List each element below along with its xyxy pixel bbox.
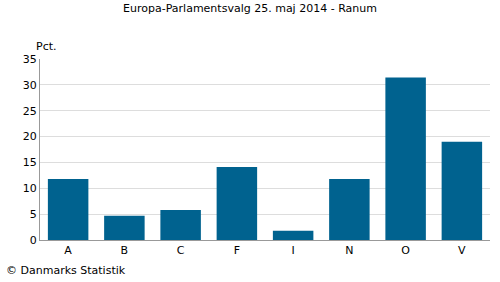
svg-text:25: 25 xyxy=(23,105,37,118)
svg-text:© Danmarks Statistik: © Danmarks Statistik xyxy=(6,264,126,277)
svg-text:I: I xyxy=(292,244,295,257)
svg-text:A: A xyxy=(64,244,72,257)
svg-text:5: 5 xyxy=(30,208,37,221)
svg-text:Pct.: Pct. xyxy=(36,40,57,53)
svg-text:30: 30 xyxy=(23,79,37,92)
svg-text:35: 35 xyxy=(23,53,37,66)
svg-text:Europa-Parlamentsvalg 25. maj: Europa-Parlamentsvalg 25. maj 2014 - Ran… xyxy=(123,2,377,15)
svg-text:10: 10 xyxy=(23,182,37,195)
svg-text:C: C xyxy=(177,244,185,257)
svg-text:N: N xyxy=(345,244,353,257)
svg-text:O: O xyxy=(401,244,410,257)
svg-text:0: 0 xyxy=(30,234,37,247)
svg-text:B: B xyxy=(121,244,129,257)
svg-text:F: F xyxy=(234,244,240,257)
svg-text:V: V xyxy=(458,244,466,257)
svg-text:20: 20 xyxy=(23,130,37,143)
svg-text:15: 15 xyxy=(23,156,37,169)
